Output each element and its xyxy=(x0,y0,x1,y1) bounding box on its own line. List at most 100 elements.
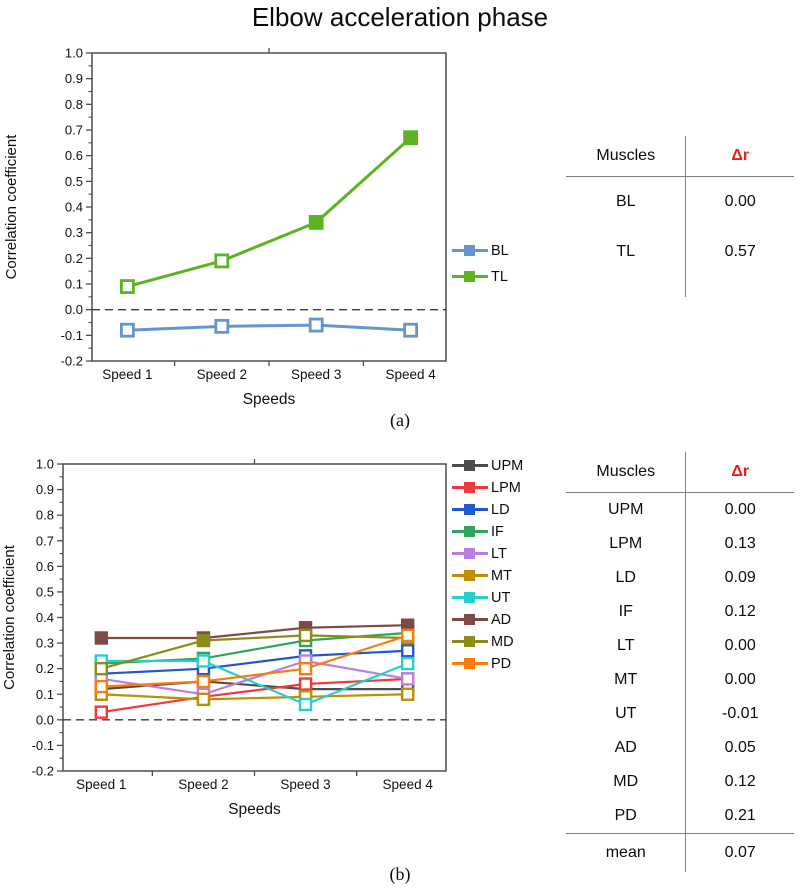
table-row-pd: PD 0.21 xyxy=(566,799,794,833)
marker-tl-4 xyxy=(403,130,419,146)
table-row-tl: TL 0.57 xyxy=(566,227,794,277)
delta-r-cell: 0.09 xyxy=(685,561,794,595)
series-line-md xyxy=(101,634,408,670)
x-tick-label: Speed 3 xyxy=(291,367,341,382)
marker-lpm-3 xyxy=(298,677,313,691)
marker-md-1 xyxy=(94,661,109,676)
series-line-bl xyxy=(127,323,411,332)
legend-marker-icon xyxy=(452,657,488,670)
legend-item-mt: MT xyxy=(452,566,523,585)
figure-title: Elbow acceleration phase xyxy=(251,2,549,32)
legend-marker-icon xyxy=(452,547,488,560)
table-row-ad: AD 0.05 xyxy=(566,731,794,765)
y-tick-label: 0.8 xyxy=(36,508,54,523)
y-tick-label: 0.6 xyxy=(65,148,83,163)
sublabel-b: (b) xyxy=(389,864,411,884)
legend-label: PD xyxy=(491,655,512,672)
muscle-cell: LPM xyxy=(609,535,643,552)
legend-label: LT xyxy=(491,545,507,562)
y-tick-label: 1.0 xyxy=(65,46,83,61)
delta-r-cell: 0.07 xyxy=(685,834,794,872)
muscle-cell: mean xyxy=(605,844,646,861)
y-tick-label: 0.7 xyxy=(65,123,83,138)
legend-label: LPM xyxy=(491,479,521,496)
legend-item-upm: UPM xyxy=(452,456,523,475)
muscle-cell: MD xyxy=(613,773,639,790)
y-tick-label: 0.4 xyxy=(36,610,54,625)
marker-lpm-1 xyxy=(94,705,109,719)
delta-r-cell: Δr xyxy=(685,136,794,176)
delta-r-table-a: Muscles Δr BL 0.00 TL 0.57 xyxy=(566,136,794,297)
y-tick-label: 0.6 xyxy=(36,559,54,574)
series-line-upm xyxy=(101,680,408,691)
delta-r-cell: 0.00 xyxy=(685,663,794,697)
series-line-ut xyxy=(101,659,409,706)
table-row-upm: UPM 0.00 xyxy=(566,493,794,527)
muscle-cell xyxy=(566,277,685,297)
marker-mt-4 xyxy=(401,687,415,701)
legend-item-bl: BL xyxy=(452,241,509,260)
y-tick-label: 0.0 xyxy=(65,302,83,317)
table-row-md: MD 0.12 xyxy=(566,765,794,799)
y-tick-label: 0.8 xyxy=(65,97,83,112)
chart-b-legend: UPM LPM LD IF LT MT UT AD MD PD xyxy=(452,456,523,673)
y-tick-label: 0.3 xyxy=(36,636,54,651)
legend-item-ld: LD xyxy=(452,500,523,519)
legend-item-pd: PD xyxy=(452,654,523,673)
muscle-cell: TL xyxy=(616,243,636,260)
marker-pd-2 xyxy=(196,674,211,689)
table-row-bl: BL 0.00 xyxy=(566,177,794,227)
muscle-cell: UPM xyxy=(607,501,644,518)
marker-ut-4 xyxy=(401,656,415,671)
y-tick-label: 0.4 xyxy=(65,200,83,215)
marker-bl-1 xyxy=(120,322,135,338)
legend-marker-icon xyxy=(452,244,488,257)
legend-label: IF xyxy=(491,523,504,540)
legend-marker-icon xyxy=(452,270,488,283)
muscle-cell: Muscles xyxy=(596,463,656,480)
legend-marker-icon xyxy=(452,569,488,582)
marker-ut-3 xyxy=(298,697,313,712)
y-tick-label: 0.7 xyxy=(36,533,54,548)
marker-ld-4 xyxy=(401,644,415,658)
legend-item-lt: LT xyxy=(452,544,523,563)
muscle-cell: UT xyxy=(615,705,637,722)
delta-r-cell: 0.00 xyxy=(685,629,794,663)
legend-marker-icon xyxy=(452,613,488,626)
y-tick-label: -0.2 xyxy=(32,764,54,779)
marker-ut-2 xyxy=(196,654,211,668)
y-axis-title: Correlation coefficient xyxy=(3,134,20,280)
muscle-cell: PD xyxy=(614,807,637,824)
marker-pd-4 xyxy=(401,628,415,643)
table-row-mt: MT 0.00 xyxy=(566,663,794,697)
legend-item-lpm: LPM xyxy=(452,478,523,497)
marker-pd-1 xyxy=(94,679,109,694)
legend-marker-icon xyxy=(452,481,488,494)
legend-marker-icon xyxy=(452,459,488,472)
muscle-cell: Muscles xyxy=(596,147,656,164)
chart-b: 1.0 0.9 0.8 0.7 0.6 0.5 0.4 0.3 0.2 0.1 0.0 -0.1 -0.… xyxy=(1,457,447,818)
legend-marker-icon xyxy=(452,503,488,516)
marker-tl-1 xyxy=(120,279,135,294)
series-line-mt xyxy=(101,693,408,701)
muscle-cell: MT xyxy=(614,671,638,688)
marker-ad-1 xyxy=(94,631,109,645)
series-line-lpm xyxy=(101,677,408,714)
muscle-cell: BL xyxy=(615,193,636,210)
marker-md-2 xyxy=(196,633,211,648)
y-tick-label: 0.1 xyxy=(65,277,83,292)
x-axis-title: Speeds xyxy=(228,801,281,818)
y-tick-label: 0.5 xyxy=(65,174,83,189)
legend-label: TL xyxy=(491,268,508,285)
x-tick-label: Speed 4 xyxy=(383,777,434,792)
legend-label: BL xyxy=(491,242,509,259)
delta-r-cell: Δr xyxy=(685,452,794,492)
table-row-lpm: LPM 0.13 xyxy=(566,527,794,561)
marker-md-3 xyxy=(298,628,313,643)
y-tick-label: 0.1 xyxy=(36,687,54,702)
legend-label: LD xyxy=(491,501,510,518)
table-row-ut: UT -0.01 xyxy=(566,697,794,731)
muscle-cell: IF xyxy=(618,603,633,620)
marker-mt-2 xyxy=(196,692,211,707)
